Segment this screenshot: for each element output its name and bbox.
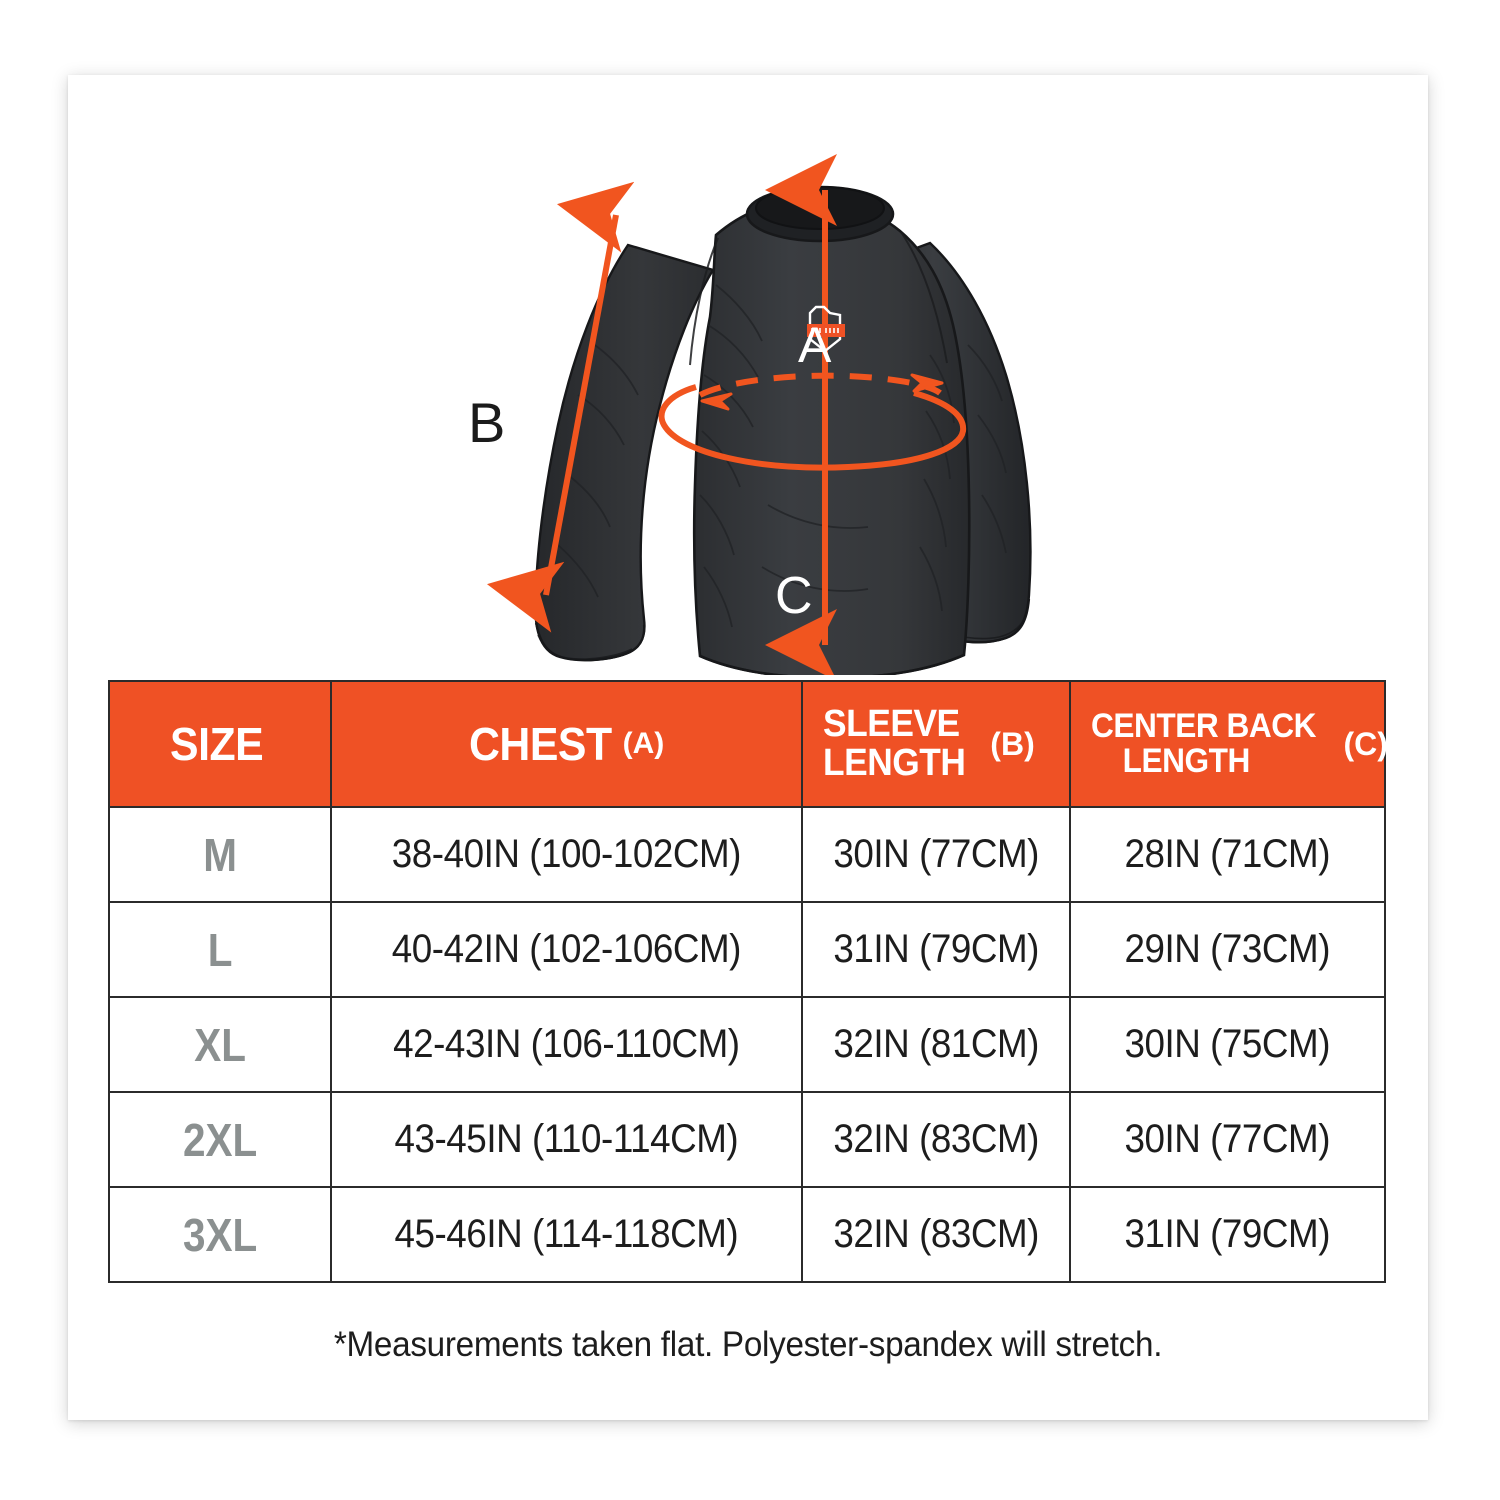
- chest-arrowhead-left: [700, 392, 733, 411]
- raglan-seam-left: [689, 237, 719, 366]
- table-row: M 38-40IN (100-102CM) 30IN (77CM) 28IN (…: [107, 806, 1386, 903]
- header-size: SIZE: [107, 680, 333, 808]
- cell-chest: 45-46IN (114-118CM): [330, 1186, 804, 1283]
- cell-size: L: [107, 901, 333, 998]
- left-cuff-line: [537, 634, 633, 660]
- cell-chest: 38-40IN (100-102CM): [330, 806, 804, 903]
- size-chart-card: B A C SIZE CHEST (A): [68, 75, 1428, 1420]
- shield-badge-icon: [807, 305, 845, 353]
- table-row: 2XL 43-45IN (110-114CM) 32IN (83CM) 30IN…: [107, 1091, 1386, 1188]
- dimension-label-c: C: [775, 567, 813, 625]
- collar-inner: [755, 186, 885, 230]
- center-back-value: 28IN (71CM): [1124, 832, 1331, 876]
- header-chest-sup: (A): [622, 727, 665, 760]
- center-back-value: 30IN (77CM): [1124, 1117, 1331, 1161]
- table-body: M 38-40IN (100-102CM) 30IN (77CM) 28IN (…: [107, 806, 1386, 1283]
- size-value: XL: [194, 1018, 247, 1071]
- table-row: 3XL 45-46IN (114-118CM) 32IN (83CM) 31IN…: [107, 1186, 1386, 1283]
- cell-size: 2XL: [107, 1091, 333, 1188]
- center-back-value: 31IN (79CM): [1124, 1212, 1331, 1256]
- chest-value: 42-43IN (106-110CM): [393, 1022, 740, 1066]
- cell-center-back: 29IN (73CM): [1069, 901, 1386, 998]
- cell-center-back: 30IN (75CM): [1069, 996, 1386, 1093]
- size-value: M: [203, 828, 238, 881]
- table-row: XL 42-43IN (106-110CM) 32IN (81CM) 30IN …: [107, 996, 1386, 1093]
- sleeve-value: 32IN (81CM): [833, 1022, 1040, 1066]
- cell-chest: 43-45IN (110-114CM): [330, 1091, 804, 1188]
- chest-value: 38-40IN (100-102CM): [392, 832, 742, 876]
- header-center-back-line1: CENTER BACK: [1091, 707, 1317, 746]
- sleeve-length-arrow-b: [486, 181, 635, 633]
- sleeve-value: 32IN (83CM): [833, 1117, 1040, 1161]
- left-sleeve: [534, 243, 715, 662]
- header-chest: CHEST (A): [330, 680, 804, 808]
- size-value: 3XL: [183, 1208, 258, 1261]
- bottom-hem: [699, 653, 965, 675]
- header-size-label: SIZE: [170, 718, 264, 770]
- header-center-back-length: CENTER BACK LENGTH (C): [1069, 680, 1388, 808]
- header-sleeve-line1: SLEEVE: [823, 703, 960, 746]
- dimension-label-b: B: [468, 391, 506, 454]
- dimension-label-a: A: [798, 317, 832, 373]
- cell-sleeve: 32IN (83CM): [801, 1091, 1072, 1188]
- cell-sleeve: 31IN (79CM): [801, 901, 1072, 998]
- chest-circumference-ellipse-a: [658, 372, 967, 471]
- cell-center-back: 31IN (79CM): [1069, 1186, 1386, 1283]
- cell-size: XL: [107, 996, 333, 1093]
- size-chart-table: SIZE CHEST (A) SLEEVE LENGTH (B): [107, 680, 1388, 1283]
- header-center-back-line2: LENGTH: [1123, 742, 1251, 780]
- header-chest-label: CHEST: [469, 718, 612, 770]
- chest-arrowhead-right: [910, 373, 944, 393]
- cell-center-back: 30IN (77CM): [1069, 1091, 1386, 1188]
- sleeve-value: 31IN (79CM): [833, 927, 1040, 971]
- garment-illustration: B A C: [68, 75, 1428, 675]
- size-value: 2XL: [183, 1113, 258, 1166]
- header-center-back-label: CENTER BACK LENGTH: [1091, 709, 1316, 778]
- raglan-seam-right: [900, 231, 948, 364]
- shirt-diagram-svg: [486, 154, 1032, 675]
- cell-size: 3XL: [107, 1186, 333, 1283]
- header-sleeve-sup: (B): [990, 726, 1035, 762]
- measurement-footnote: *Measurements taken flat. Polyester-span…: [333, 1325, 1163, 1364]
- header-sleeve-line2: LENGTH: [823, 742, 966, 784]
- cell-sleeve: 30IN (77CM): [801, 806, 1072, 903]
- header-sleeve-length-label: SLEEVE LENGTH: [823, 703, 966, 784]
- sleeve-value: 30IN (77CM): [833, 832, 1040, 876]
- size-value: L: [207, 923, 233, 976]
- cell-center-back: 28IN (71CM): [1069, 806, 1386, 903]
- cell-size: M: [107, 806, 333, 903]
- shirt-body: [692, 200, 971, 675]
- table-header: SIZE CHEST (A) SLEEVE LENGTH (B): [107, 680, 1388, 808]
- cell-sleeve: 32IN (83CM): [801, 1186, 1072, 1283]
- header-sleeve-length: SLEEVE LENGTH (B): [801, 680, 1072, 808]
- center-back-value: 30IN (75CM): [1124, 1022, 1331, 1066]
- cell-chest: 40-42IN (102-106CM): [330, 901, 804, 998]
- chest-ellipse-front: [658, 384, 967, 471]
- chest-value: 40-42IN (102-106CM): [392, 927, 742, 971]
- sleeve-value: 32IN (83CM): [833, 1212, 1040, 1256]
- chest-value: 43-45IN (110-114CM): [394, 1117, 739, 1161]
- header-row: SIZE CHEST (A) SLEEVE LENGTH (B): [107, 680, 1388, 808]
- chest-value: 45-46IN (114-118CM): [394, 1212, 739, 1256]
- cell-chest: 42-43IN (106-110CM): [330, 996, 804, 1093]
- header-center-back-sup: (C): [1343, 726, 1388, 762]
- center-back-value: 29IN (73CM): [1124, 927, 1331, 971]
- cell-sleeve: 32IN (81CM): [801, 996, 1072, 1093]
- table-row: L 40-42IN (102-106CM) 31IN (79CM) 29IN (…: [107, 901, 1386, 998]
